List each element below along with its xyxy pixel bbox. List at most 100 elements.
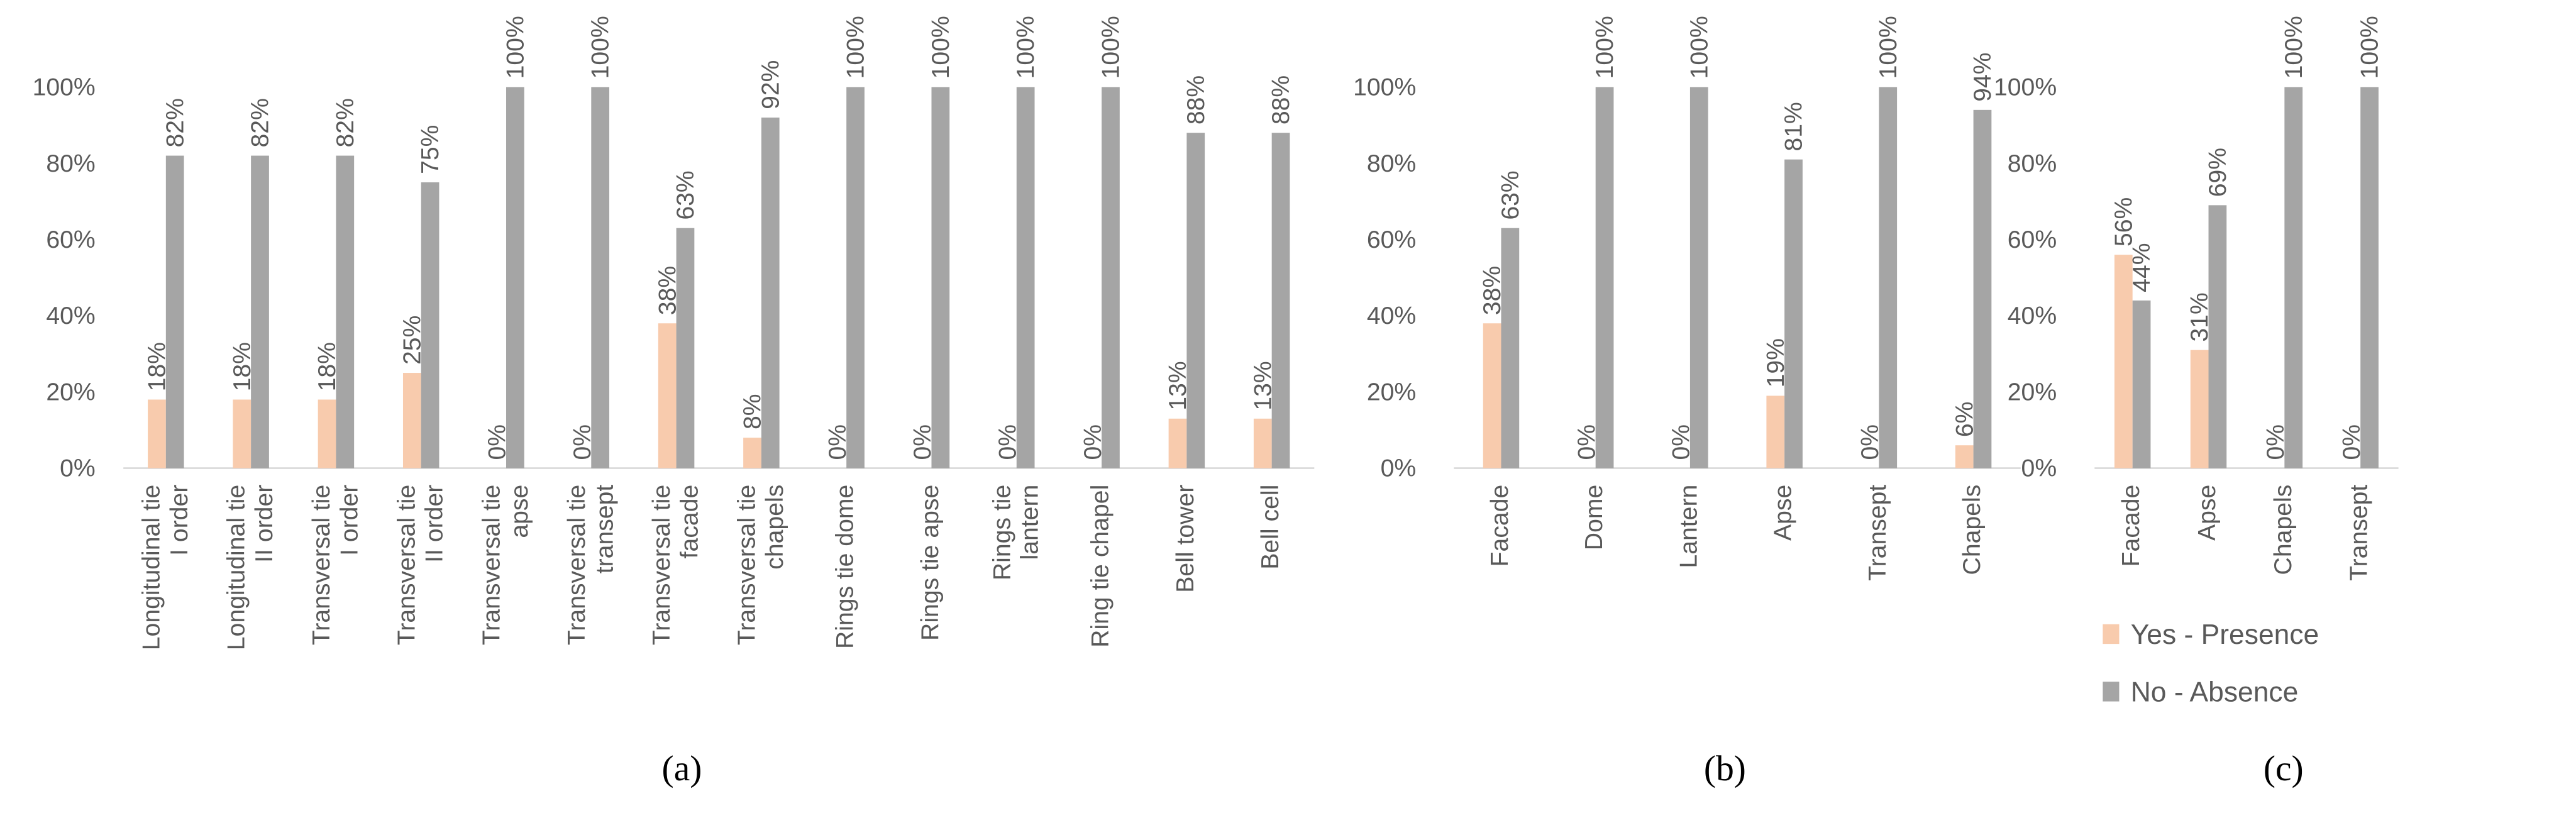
x-tick-label: Transversal tieII order [393,485,448,645]
bar [931,87,950,468]
caption: (c) [2264,749,2304,788]
x-tick-label: Ring tie chapel [1087,485,1114,648]
legend-label: Yes - Presence [2131,619,2319,650]
bar [743,438,761,468]
value-label: 100% [1591,16,1618,79]
value-label: 69% [2204,148,2231,197]
caption: (b) [1704,749,1746,788]
y-tick-label: 60% [2008,226,2057,253]
bar [506,87,524,468]
bar [421,182,439,468]
x-tick-label: Transversal tieI order [308,485,363,645]
legend-swatch [2103,624,2120,644]
bar [1784,159,1803,468]
bar [251,155,269,468]
bar [1271,133,1290,468]
y-tick-label: 80% [1367,150,1416,177]
value-label: 63% [672,170,699,219]
bar [1879,87,1898,468]
bar [1501,228,1520,468]
bar [1973,109,1992,468]
value-label: 100% [2280,16,2308,79]
bar [148,399,166,468]
value-label: 100% [927,16,954,79]
value-label: 100% [2357,16,2384,79]
bar [2190,350,2209,468]
value-label: 100% [843,16,870,79]
legend-swatch [2103,682,2120,702]
bar [318,399,336,468]
value-label: 100% [587,16,614,79]
value-label: 88% [1183,75,1210,124]
value-label: 82% [162,98,189,147]
bar [846,87,865,468]
y-tick-label: 100% [1353,74,1416,101]
y-tick-label: 40% [2008,302,2057,329]
bar [1689,87,1708,468]
y-tick-label: 60% [1367,226,1416,253]
value-label: 100% [1012,16,1039,79]
x-tick-label: Rings tie dome [832,485,859,649]
bar [336,155,355,468]
bar [2114,255,2133,468]
bar [761,117,780,468]
y-tick-label: 0% [60,455,96,482]
bar [1186,133,1205,468]
bar [233,399,252,468]
value-label: 56% [2110,197,2137,246]
y-tick-label: 80% [2008,150,2057,177]
x-tick-label: Transept [1864,485,1891,581]
value-label: 100% [1686,16,1713,79]
y-tick-label: 40% [46,302,95,329]
bar [402,373,421,468]
bar [2208,205,2227,468]
bar [1483,323,1501,468]
caption: (a) [662,749,702,788]
y-tick-label: 40% [1367,302,1416,329]
y-tick-label: 20% [2008,379,2057,406]
y-tick-label: 60% [46,226,95,253]
x-tick-label: Lantern [1675,485,1702,568]
value-label: 63% [1497,170,1524,219]
bar [2132,300,2151,468]
y-tick-label: 20% [46,379,95,406]
bar [1955,445,1974,468]
bar [676,228,695,468]
x-tick-label: Transept [2346,485,2373,581]
x-tick-label: Rings tielantern [988,485,1043,580]
x-tick-label: Bell tower [1172,485,1199,593]
x-tick-label: Rings tie apse [917,485,944,641]
x-tick-label: Transversal tietransept [563,485,618,646]
bar [2360,87,2379,468]
x-tick-label: Dome [1581,485,1608,551]
x-tick-label: Longitudinal tieI order [138,485,192,651]
bar [1253,418,1272,468]
value-label: 82% [332,98,359,147]
value-label: 100% [1875,16,1902,79]
value-label: 100% [502,16,529,79]
x-tick-label: Transversal tiechapels [733,485,788,645]
value-label: 75% [417,125,444,174]
x-tick-label: Facade [1486,485,1513,567]
bar [1168,418,1187,468]
x-tick-label: Apse [1770,485,1797,541]
bar [658,323,677,468]
value-label: 82% [247,98,274,147]
x-tick-label: Bell cell [1257,485,1284,570]
bar [591,87,610,468]
x-tick-label: Chapels [2270,485,2297,575]
x-tick-label: Facade [2118,485,2145,567]
y-tick-label: 20% [1367,379,1416,406]
legend-label: No - Absence [2131,677,2299,708]
x-tick-label: Transversal tieapse [478,485,533,645]
y-tick-label: 100% [33,74,96,101]
value-label: 92% [757,60,784,109]
x-tick-label: Transversal tiefacade [648,485,703,645]
y-tick-label: 0% [1381,455,1417,482]
x-tick-label: Apse [2194,485,2221,541]
y-tick-label: 100% [1994,74,2057,101]
bar [1595,87,1614,468]
bar [2284,87,2303,468]
